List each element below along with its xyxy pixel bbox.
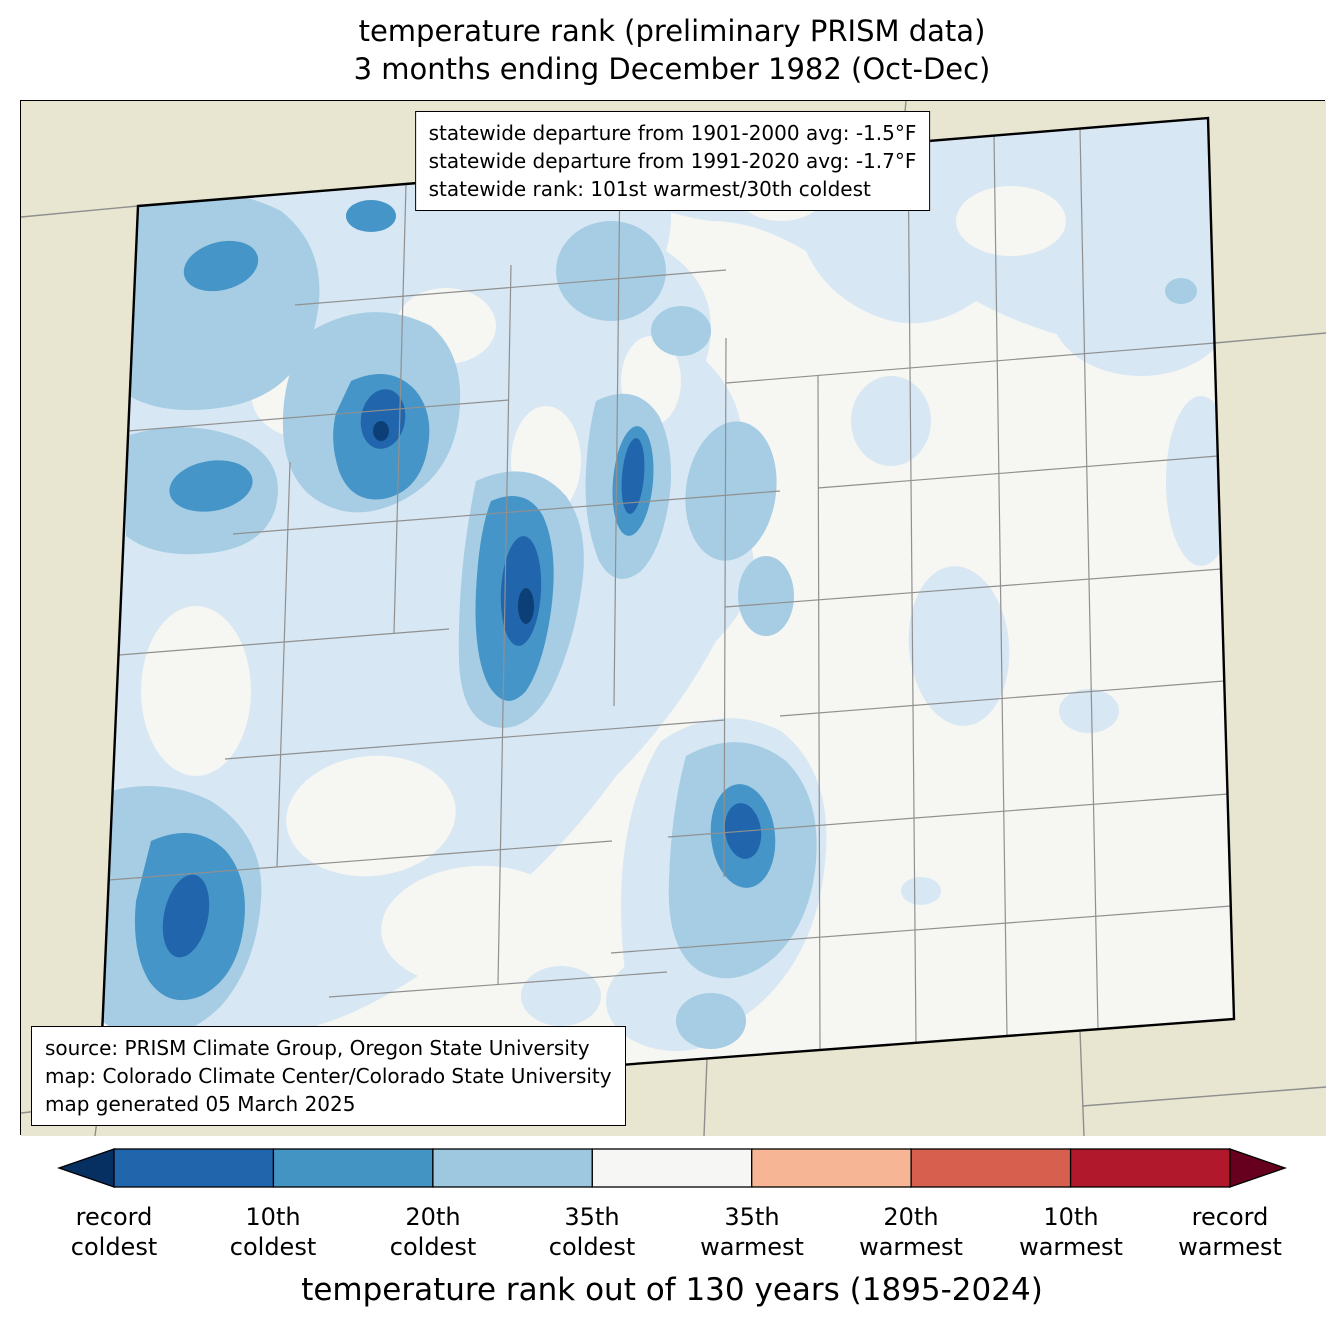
- source-line-1: source: PRISM Climate Group, Oregon Stat…: [45, 1036, 590, 1060]
- colorbar-seg-7: [1069, 1148, 1231, 1188]
- source-line-2: map: Colorado Climate Center/Colorado St…: [45, 1064, 612, 1088]
- source-attribution-box: source: PRISM Climate Group, Oregon Stat…: [31, 1026, 626, 1126]
- stats-line-2: statewide departure from 1991-2020 avg: …: [428, 149, 917, 173]
- colorbar-seg-5: [751, 1148, 912, 1188]
- cb-label-35th-coldest: 35th coldest: [548, 1203, 636, 1261]
- colorbar-seg-3: [432, 1148, 594, 1188]
- cb-label-record-warmest: record warmest: [1178, 1203, 1282, 1261]
- colorado-rank-map: [21, 101, 1326, 1136]
- colorbar-right-arrow: [1229, 1148, 1287, 1188]
- rank-colorbar: [57, 1148, 1287, 1188]
- colorbar-seg-4: [591, 1148, 753, 1188]
- stats-line-1: statewide departure from 1901-2000 avg: …: [428, 121, 917, 145]
- cb-label-10th-coldest: 10th coldest: [229, 1203, 317, 1261]
- county-lines: [108, 128, 1232, 1051]
- cb-label-20th-warmest: 20th warmest: [859, 1203, 963, 1261]
- source-line-3: map generated 05 March 2025: [45, 1092, 356, 1116]
- cb-label-20th-coldest: 20th coldest: [389, 1203, 477, 1261]
- figure-title-line2: 3 months ending December 1982 (Oct-Dec): [353, 52, 991, 86]
- colorbar-seg-1: [113, 1148, 275, 1188]
- cb-label-record-coldest: record coldest: [70, 1203, 158, 1261]
- cb-label-35th-warmest: 35th warmest: [700, 1203, 804, 1261]
- cb-label-10th-warmest: 10th warmest: [1019, 1203, 1123, 1261]
- colorbar-caption: temperature rank out of 130 years (1895-…: [301, 1272, 1043, 1308]
- rank-raster: [99, 118, 1234, 1104]
- map-panel: statewide departure from 1901-2000 avg: …: [20, 100, 1326, 1136]
- colorbar-seg-6: [910, 1148, 1072, 1188]
- statewide-stats-box: statewide departure from 1901-2000 avg: …: [414, 111, 931, 211]
- colorbar-labels: record coldest 10th coldest 20th coldest 35…: [0, 1202, 1344, 1266]
- stats-line-3: statewide rank: 101st warmest/30th colde…: [428, 177, 871, 201]
- figure-title-line1: temperature rank (preliminary PRISM data…: [358, 14, 986, 48]
- colorbar-seg-2: [272, 1148, 434, 1188]
- colorbar-left-arrow: [57, 1148, 115, 1188]
